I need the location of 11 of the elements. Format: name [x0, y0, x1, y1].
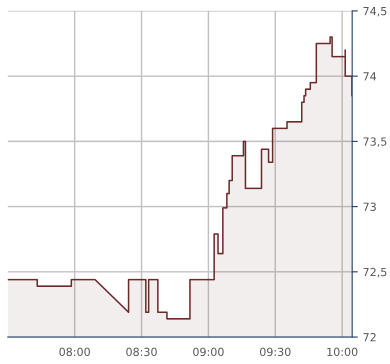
y-tick-label: 72,5 [364, 268, 386, 278]
x-tick-label: 09:30 [260, 348, 291, 356]
y-tick-label: 72 [364, 333, 376, 342]
y-tick-label: 73 [364, 202, 376, 211]
x-tick-label: 10:00 [327, 348, 358, 356]
x-tick-label: 08:00 [59, 348, 90, 356]
y-tick-label: 74 [364, 72, 376, 80]
y-tick-label: 73,5 [364, 137, 386, 147]
x-tick-label: 09:00 [193, 348, 224, 356]
x-tick-label: 08:30 [126, 348, 157, 356]
y-tick-label: 74,5 [364, 7, 386, 16]
